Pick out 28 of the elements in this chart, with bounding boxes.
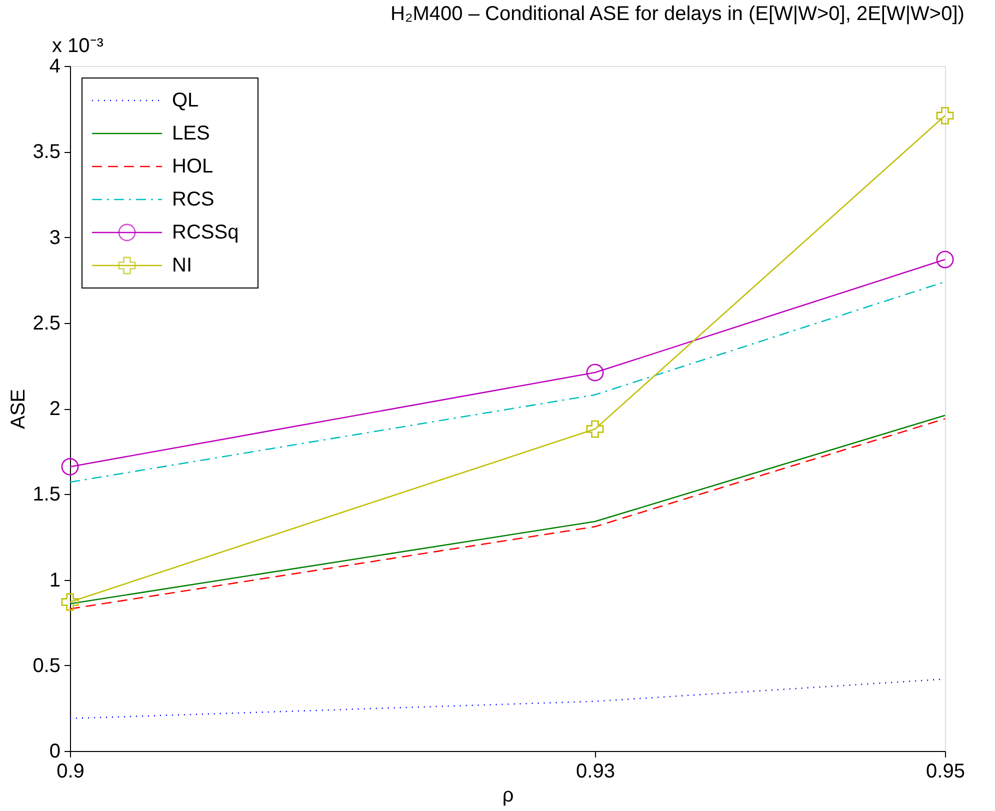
y-tick-label: 4 — [49, 56, 60, 78]
y-tick-label: 0.5 — [32, 654, 60, 677]
x-axis-title: ρ — [502, 784, 514, 806]
x-tick-label: 0.95 — [926, 760, 965, 782]
y-tick-label: 3 — [49, 226, 60, 249]
text: x 10⁻³ — [52, 35, 104, 57]
point — [586, 364, 604, 382]
legend-label: RCS — [172, 188, 214, 210]
y-tick-label: 3.5 — [32, 141, 60, 164]
x-tick-label: 0.93 — [576, 760, 615, 782]
point — [586, 420, 604, 438]
y-tick-label: 1.5 — [32, 484, 60, 506]
x-tick-label: 0.9 — [56, 760, 84, 782]
y-axis-title: ASE — [8, 388, 30, 430]
legend-label: LES — [172, 122, 210, 144]
y-tick-label: 1 — [49, 569, 60, 592]
legend-label: HOL — [172, 156, 214, 178]
point — [936, 106, 954, 124]
y-tick-label: 0 — [49, 740, 60, 762]
point — [936, 250, 954, 268]
y-tick-label: 2 — [49, 398, 60, 420]
chart-title: H₂M400 – Conditional ASE for delays in (E[W|W>0], 2E[W|W>0]) — [390, 3, 964, 25]
legend-label: QL — [172, 90, 199, 112]
y-tick-label: 2.5 — [32, 312, 60, 334]
point — [61, 593, 79, 611]
point — [61, 458, 79, 476]
legend-label: NI — [172, 254, 192, 276]
legend-label: RCSSq — [172, 222, 239, 244]
